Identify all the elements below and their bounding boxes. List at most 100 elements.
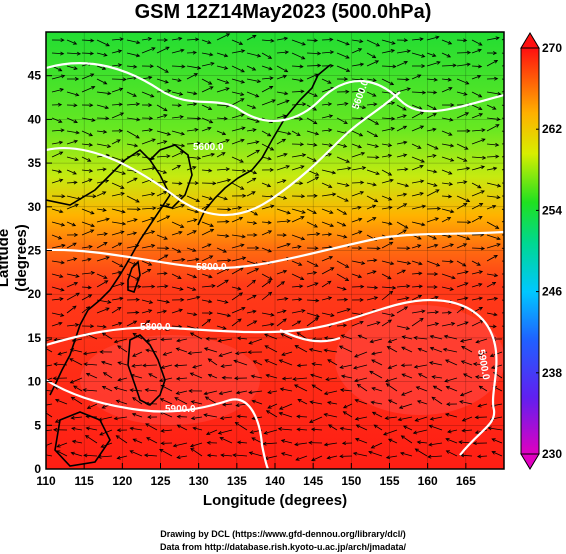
wind-arrow-shaft <box>276 153 288 158</box>
wind-arrow-head <box>242 193 247 198</box>
wind-arrow-shaft <box>248 338 263 345</box>
wind-arrow-shaft <box>276 281 285 288</box>
wind-arrow-head <box>142 363 147 368</box>
wind-arrow-head <box>278 406 284 410</box>
grid-lines <box>46 32 504 469</box>
wind-arrow-head <box>387 438 393 443</box>
wind-arrow-shaft <box>355 399 368 405</box>
wind-arrow-head <box>284 50 290 55</box>
wind-arrow-shaft <box>156 215 170 223</box>
wind-arrow-shaft <box>311 455 323 461</box>
wind-arrow-head <box>491 282 497 286</box>
wind-arrow-head <box>313 38 319 43</box>
contour-label-4: 5800.0 <box>140 322 171 333</box>
wind-arrow-head <box>266 183 272 188</box>
wind-arrow-head <box>149 64 154 69</box>
wind-arrow-shaft <box>141 260 152 266</box>
wind-arrow-head <box>209 52 214 57</box>
wind-arrow-head <box>177 275 182 279</box>
wind-arrow-head <box>75 323 80 327</box>
wind-arrow-head <box>357 144 363 149</box>
wind-arrow-shaft <box>306 130 319 135</box>
wind-arrow-shaft <box>445 413 458 418</box>
wind-arrow-shaft <box>192 364 203 368</box>
wind-arrow-shaft <box>414 364 428 368</box>
wind-arrow-head <box>70 396 76 401</box>
wind-arrow-shaft <box>381 221 392 225</box>
wind-arrow-head <box>192 230 197 234</box>
wind-arrow-shaft <box>366 321 380 327</box>
wind-arrow-head <box>105 307 110 312</box>
wind-arrow-shaft <box>66 282 78 288</box>
wind-arrow-head <box>466 50 472 55</box>
wind-arrow-shaft <box>459 400 473 405</box>
wind-arrow-shaft <box>141 91 154 98</box>
wind-arrow-shaft <box>117 455 128 459</box>
wind-arrow-head <box>207 243 212 248</box>
wind-arrow-shaft <box>126 52 140 57</box>
wind-arrow-shaft <box>471 39 483 46</box>
wind-arrow-head <box>75 92 80 97</box>
wind-arrow-shaft <box>488 427 503 431</box>
wind-arrow-head <box>294 442 299 447</box>
wind-arrow-head <box>512 233 515 236</box>
wind-arrow-shaft <box>237 441 248 444</box>
wind-arrow-shaft <box>144 454 158 457</box>
wind-arrow-head <box>236 336 242 341</box>
wind-arrow-shaft <box>415 416 428 422</box>
wind-arrow-head <box>282 233 287 238</box>
wind-arrow-head <box>101 66 107 70</box>
wind-arrow-shaft <box>291 234 305 240</box>
wind-arrow-head <box>327 153 333 157</box>
wind-arrow-shaft <box>276 165 290 171</box>
wind-arrow-head <box>268 276 273 280</box>
wind-arrow-shaft <box>276 51 289 54</box>
wind-arrow-shaft <box>216 117 228 120</box>
wind-arrow-shaft <box>231 78 245 83</box>
wind-arrow-head <box>85 426 90 431</box>
wind-arrow-shaft <box>291 52 305 60</box>
wind-arrow-shaft <box>161 364 173 369</box>
wind-arrow-head <box>280 439 286 443</box>
wind-arrow-head <box>404 224 409 229</box>
wind-arrow-shaft <box>426 128 436 132</box>
wind-arrow-shaft <box>312 363 323 366</box>
borneo-coast <box>54 411 111 467</box>
wind-arrow-head <box>385 455 391 460</box>
wind-arrow-shaft <box>141 320 150 327</box>
wind-arrow-shaft <box>96 273 108 279</box>
wind-arrow-shaft <box>366 39 380 47</box>
wind-arrow-shaft <box>216 195 228 200</box>
wind-arrow-shaft <box>471 297 483 301</box>
wind-arrow-head <box>165 215 171 220</box>
wind-arrow-shaft <box>216 104 230 107</box>
wind-arrow-head <box>400 435 405 440</box>
wind-arrow-shaft <box>276 220 291 223</box>
colorbar-tick-label: 246 <box>542 285 562 299</box>
wind-arrow-shaft <box>216 52 228 57</box>
wind-arrow-head <box>165 46 170 51</box>
wind-arrow-shaft <box>252 400 263 405</box>
wind-arrow-shaft <box>81 294 92 301</box>
wind-arrow-head <box>102 167 107 172</box>
wind-arrow-shaft <box>306 282 319 288</box>
wind-arrow-shaft <box>281 452 293 457</box>
wind-arrow-shaft <box>445 359 458 366</box>
wind-arrow-head <box>299 142 305 147</box>
wind-arrow-head <box>41 429 44 432</box>
wind-arrow-shaft <box>321 312 334 317</box>
wind-arrow-shaft <box>261 39 274 42</box>
wind-arrow-head <box>434 217 440 222</box>
wind-arrow-shaft <box>446 450 458 457</box>
wind-arrow-shaft <box>306 65 321 67</box>
wind-arrow-head <box>387 339 392 343</box>
wind-arrow-shaft <box>114 338 128 343</box>
wind-arrow-head <box>402 203 408 207</box>
wind-arrow-shaft <box>246 117 260 123</box>
wind-arrow-shaft <box>71 452 83 457</box>
wind-arrow-head <box>329 63 334 68</box>
wind-arrow-shaft <box>321 208 333 214</box>
wind-arrow-shaft <box>186 91 197 95</box>
wind-arrow-head <box>282 74 288 79</box>
wind-arrow-head <box>314 282 319 286</box>
